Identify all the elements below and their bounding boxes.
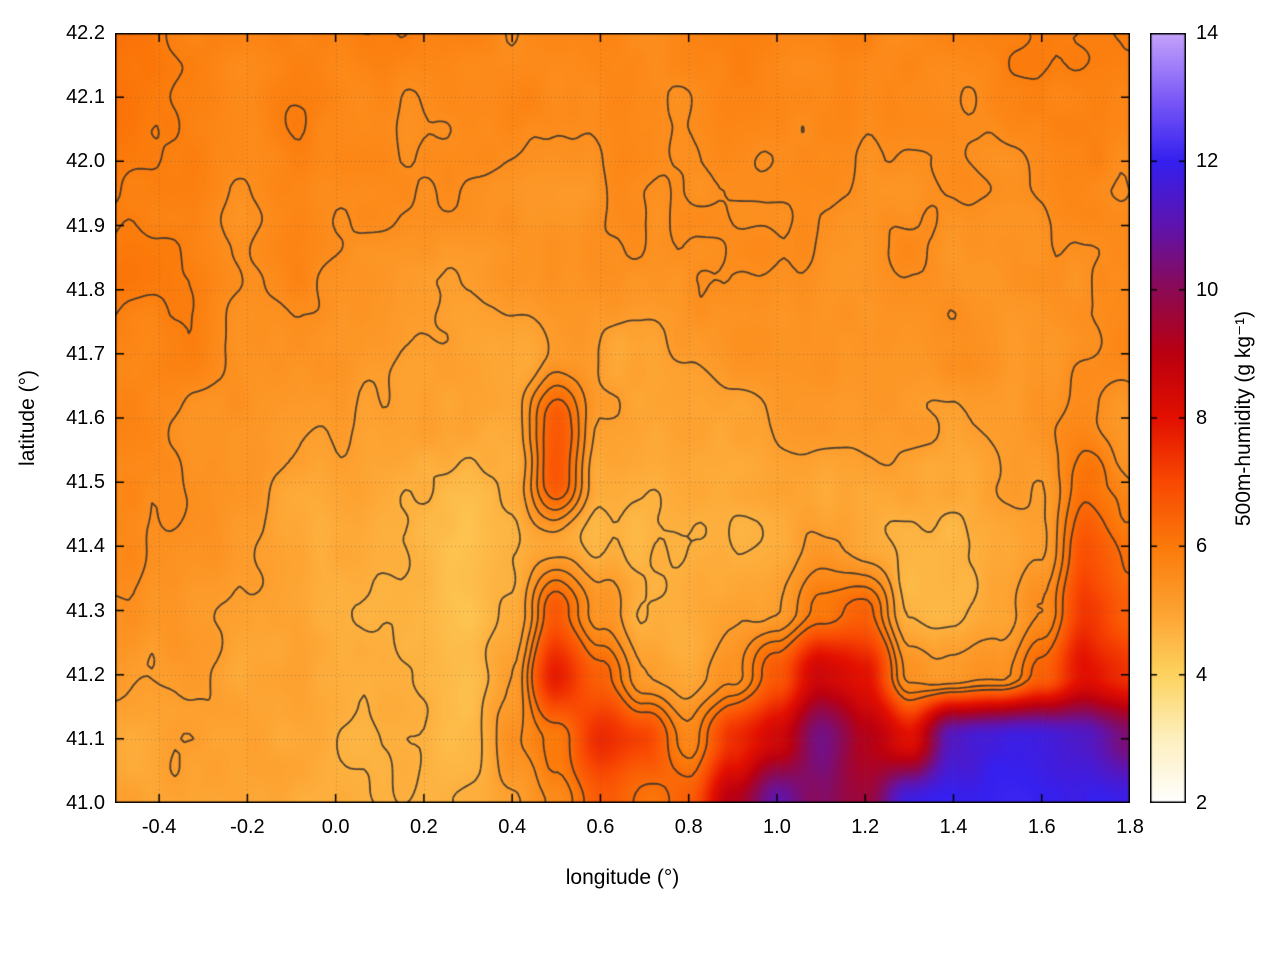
colorbar-tick-label: 12 (1196, 150, 1219, 173)
x-tick-label: 0.8 (674, 816, 703, 838)
y-tick-label: 41.2 (66, 663, 105, 686)
y-tick-label: 41.5 (66, 471, 105, 494)
y-tick-label: 41.4 (66, 535, 105, 558)
colorbar-canvas (1150, 33, 1186, 803)
y-tick-label: 41.7 (66, 342, 105, 365)
y-tick-label: 41.9 (66, 214, 105, 237)
y-tick-label: 41.6 (66, 407, 105, 429)
x-axis-label: longitude (°) (565, 866, 680, 889)
x-tick-label: 0.2 (410, 816, 438, 838)
x-tick-label: 0.6 (586, 816, 615, 838)
heatmap-canvas (115, 33, 1130, 803)
colorbar-tick-label: 8 (1196, 407, 1208, 429)
colorbar-tick-label: 10 (1196, 278, 1219, 301)
y-tick-label: 41.0 (66, 792, 105, 814)
colorbar-tick-label: 4 (1196, 663, 1208, 686)
x-tick-label: 0.0 (321, 816, 350, 838)
y-tick-label: 41.1 (66, 727, 105, 750)
x-tick-label: -0.2 (230, 816, 265, 838)
colorbar-tick-label: 2 (1196, 792, 1208, 814)
y-tick-label: 42.1 (66, 86, 105, 109)
colorbar-tick-label: 6 (1196, 535, 1208, 558)
x-tick-label: -0.4 (141, 816, 177, 838)
y-tick-label: 41.8 (66, 278, 105, 301)
colorbar-tick-label: 14 (1196, 22, 1219, 44)
x-tick-label: 1.8 (1116, 816, 1144, 838)
x-tick-label: 0.4 (498, 816, 527, 838)
x-tick-label: 1.4 (939, 816, 968, 838)
y-tick-label: 41.3 (66, 599, 105, 622)
x-tick-label: 1.0 (763, 816, 791, 838)
y-tick-label: 42.2 (66, 22, 105, 44)
x-tick-label: 1.2 (851, 816, 880, 838)
y-tick-label: 42.0 (66, 150, 105, 173)
x-tick-label: 1.6 (1027, 816, 1056, 838)
